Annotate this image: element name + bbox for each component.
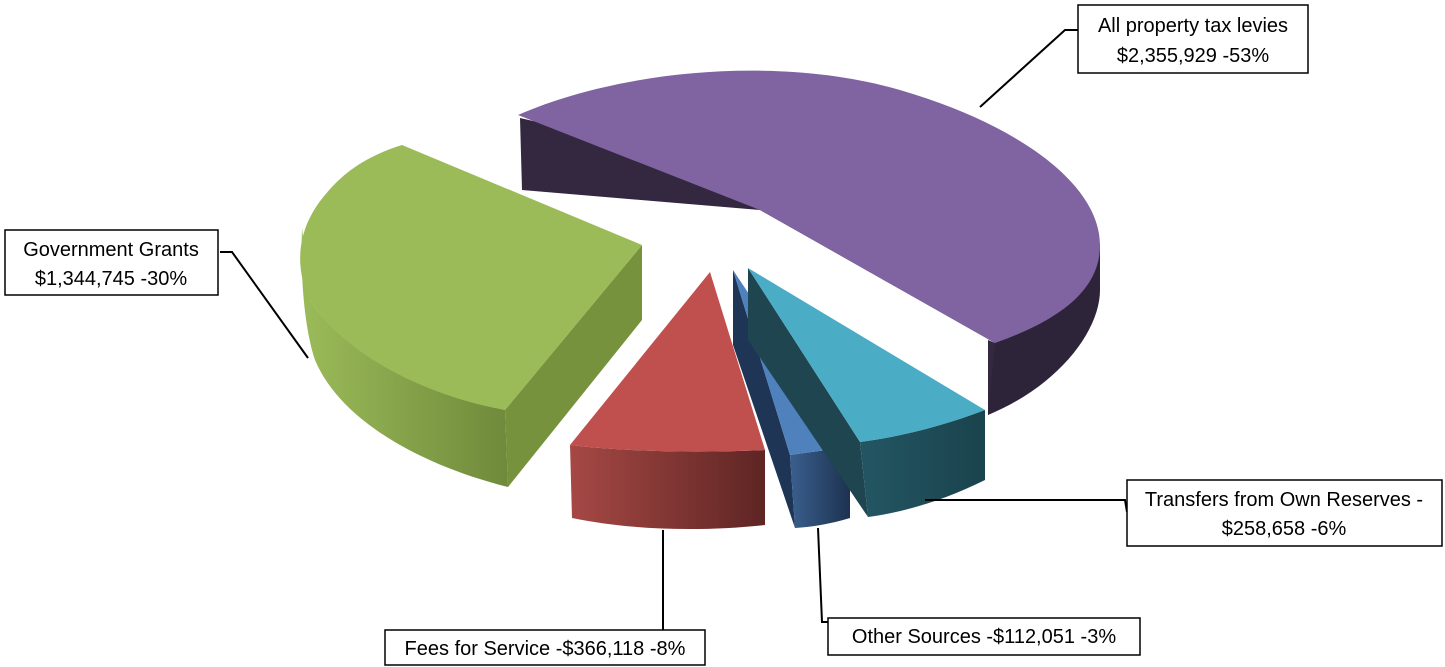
- callout-transfers-reserves-line2: $258,658 -6%: [1222, 518, 1347, 540]
- slice-transfers-reserves-front-side: [860, 410, 985, 517]
- callout-property-tax-line1: All property tax levies: [1098, 15, 1288, 37]
- slice-fees-for-service-side: [570, 445, 765, 530]
- slice-fees-for-service: [570, 272, 765, 530]
- slice-transfers-reserves: [748, 268, 985, 517]
- slice-government-grants-outer-side: [301, 228, 508, 487]
- leader-government-grants: [220, 251, 309, 359]
- callout-government-grants: Government Grants $1,344,745 -30%: [4, 229, 219, 296]
- callout-fees-for-service-line1: Fees for Service -$366,118 -8%: [405, 638, 686, 660]
- slice-property-tax-side: [520, 118, 1100, 415]
- slice-transfers-reserves-left-side: [748, 268, 868, 517]
- slice-government-grants-top: [300, 145, 642, 410]
- slice-transfers-reserves-top: [748, 268, 985, 442]
- slice-government-grants: [300, 145, 642, 487]
- leader-transfers-reserves: [925, 499, 1128, 513]
- slice-government-grants-inner-side: [505, 245, 642, 487]
- slice-fees-for-service-top: [570, 272, 765, 452]
- callout-other-sources-line1: Other Sources -$112,051 -3%: [852, 626, 1116, 648]
- callout-property-tax: All property tax levies $2,355,929 -53%: [1077, 4, 1309, 74]
- slice-property-tax-top: [518, 70, 1100, 343]
- slice-property-tax: [518, 70, 1100, 415]
- callout-fees-for-service: Fees for Service -$366,118 -8%: [384, 629, 706, 666]
- callout-transfers-reserves: Transfers from Own Reserves - $258,658 -…: [1126, 479, 1443, 547]
- callout-other-sources: Other Sources -$112,051 -3%: [827, 617, 1141, 656]
- callout-government-grants-line2: $1,344,745 -30%: [35, 268, 188, 290]
- callout-government-grants-line1: Government Grants: [23, 239, 199, 261]
- leader-property-tax: [979, 29, 1078, 108]
- leader-other-sources: [817, 527, 828, 623]
- callout-property-tax-line2: $2,355,929 -53%: [1117, 45, 1270, 67]
- callout-transfers-reserves-line1: Transfers from Own Reserves -: [1145, 489, 1423, 511]
